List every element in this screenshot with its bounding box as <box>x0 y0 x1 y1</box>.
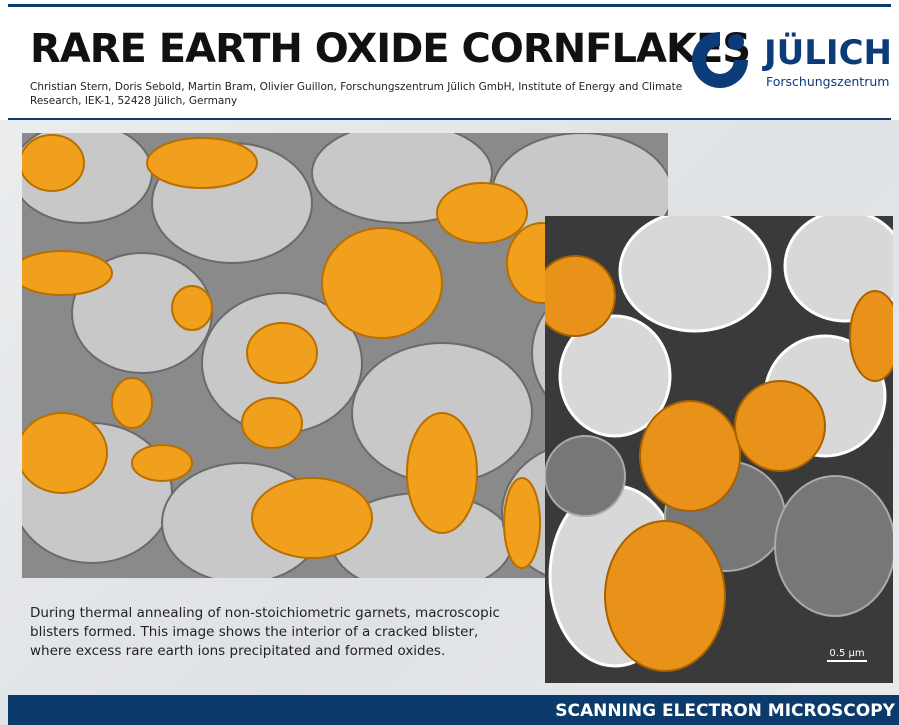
logo-name: JÜLICH <box>762 32 890 73</box>
logo-dot <box>728 34 744 50</box>
scale-label: 0.5 µm <box>829 648 864 659</box>
logo-subtitle: Forschungszentrum <box>766 74 889 89</box>
logo: JÜLICH Forschungszentrum <box>690 28 890 98</box>
header-rule <box>8 118 891 120</box>
caption-line: blisters formed. This image shows the in… <box>30 623 500 642</box>
poster: RARE EARTH OXIDE CORNFLAKES Christian St… <box>0 0 899 725</box>
footer-text: SCANNING ELECTRON MICROSCOPY <box>555 701 895 721</box>
authors: Christian Stern, Doris Sebold, Martin Br… <box>30 80 682 108</box>
author-line: Christian Stern, Doris Sebold, Martin Br… <box>30 80 682 94</box>
caption: During thermal annealing of non-stoichio… <box>30 604 500 661</box>
author-line: Research, IEK-1, 52428 Jülich, Germany <box>30 94 682 108</box>
title: RARE EARTH OXIDE CORNFLAKES <box>30 26 750 72</box>
sem-image-inset: 0.5 µm <box>545 216 893 683</box>
caption-line: During thermal annealing of non-stoichio… <box>30 604 500 623</box>
top-rule <box>8 4 891 7</box>
caption-line: where excess rare earth ions precipitate… <box>30 642 500 661</box>
